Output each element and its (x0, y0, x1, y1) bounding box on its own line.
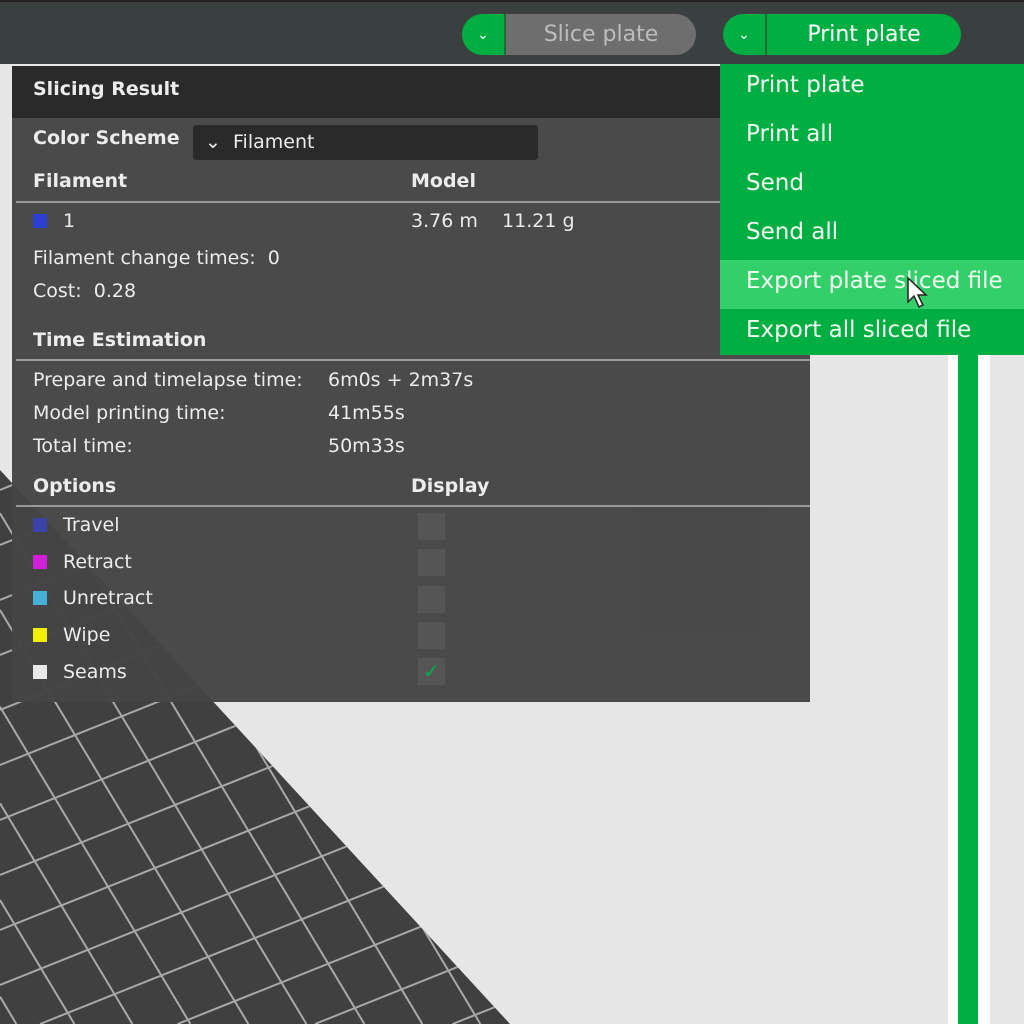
option-label: Unretract (63, 587, 153, 609)
cost-value: 0.28 (93, 280, 137, 302)
menu-item-export-plate-sliced-file[interactable]: Export plate sliced file (720, 260, 1024, 309)
print-plate-label[interactable]: Print plate (767, 14, 961, 55)
color-scheme-select[interactable]: ⌄ Filament (193, 125, 538, 160)
divider (16, 201, 810, 203)
unretract-swatch (33, 591, 47, 605)
option-label: Retract (63, 551, 132, 573)
option-travel: Travel (33, 514, 119, 536)
filament-color-swatch (33, 214, 47, 228)
time-value: 50m33s (328, 435, 405, 457)
grid-line (590, 900, 900, 1024)
grid-line (728, 955, 901, 1024)
slicing-result-panel: Slicing Result Color Scheme ⌄ Filament F… (12, 66, 810, 702)
options-header: Options (33, 475, 117, 497)
travel-swatch (33, 518, 47, 532)
chevron-down-icon[interactable]: ⌄ (723, 14, 767, 55)
print-plate-button[interactable]: ⌄ Print plate (723, 14, 961, 55)
chevron-down-icon: ⌄ (205, 131, 233, 153)
divider (16, 359, 810, 361)
change-times-value: 0 (267, 247, 280, 269)
filament-length: 3.76 m (411, 210, 478, 232)
grid-line (314, 789, 510, 1024)
change-times-label: Filament change times: (33, 247, 256, 269)
option-wipe: Wipe (33, 624, 110, 646)
grid-line (802, 400, 1024, 770)
filament-usage: 3.76 m 11.21 g (411, 210, 575, 232)
time-label: Prepare and timelapse time: (33, 369, 303, 391)
slice-plate-button[interactable]: ⌄ Slice plate (462, 14, 696, 55)
grid-line (0, 706, 192, 1024)
wipe-swatch (33, 628, 47, 642)
grid-line (452, 844, 510, 1024)
change-times: Filament change times: 0 (33, 247, 280, 269)
color-scheme-label: Color Scheme (33, 127, 180, 149)
filament-header: Filament (33, 170, 128, 192)
display-header: Display (411, 475, 490, 497)
time-value: 41m55s (328, 402, 405, 424)
chevron-down-icon[interactable]: ⌄ (462, 14, 506, 55)
grid-line (865, 1010, 900, 1024)
divider (16, 505, 810, 507)
seams-checkbox[interactable]: ✓ (418, 658, 445, 685)
unretract-checkbox[interactable] (418, 586, 445, 613)
time-value: 6m0s + 2m37s (328, 369, 474, 391)
filament-weight: 11.21 g (502, 210, 575, 232)
option-unretract: Unretract (33, 587, 153, 609)
option-label: Seams (63, 661, 127, 683)
menu-item-print-plate[interactable]: Print plate (746, 72, 865, 98)
slice-plate-label[interactable]: Slice plate (506, 14, 696, 55)
grid-line (860, 400, 1024, 673)
wipe-checkbox[interactable] (418, 622, 445, 649)
color-scheme-value: Filament (233, 131, 315, 153)
print-dropdown-menu: Print plate Print all Send Send all Expo… (720, 64, 1024, 355)
filament-row: 1 (33, 210, 75, 232)
seams-swatch (33, 665, 47, 679)
time-label: Total time: (33, 435, 133, 457)
travel-checkbox[interactable] (418, 513, 445, 540)
model-header: Model (411, 170, 476, 192)
checkmark-icon: ✓ (423, 659, 440, 683)
option-label: Wipe (63, 624, 111, 646)
menu-item-print-all[interactable]: Print all (746, 121, 834, 147)
filament-id: 1 (63, 210, 76, 232)
grid-line (0, 802, 134, 1024)
grid-line (177, 734, 510, 1024)
cost: Cost: 0.28 (33, 280, 136, 302)
menu-item-send-all[interactable]: Send all (746, 219, 839, 245)
grid-line (0, 899, 76, 1024)
cost-label: Cost: (33, 280, 82, 302)
option-seams: Seams (33, 661, 127, 683)
retract-checkbox[interactable] (418, 549, 445, 576)
grid-line (0, 996, 18, 1024)
option-retract: Retract (33, 551, 132, 573)
panel-title: Slicing Result (12, 66, 810, 118)
option-label: Travel (63, 514, 120, 536)
menu-item-export-all-sliced-file[interactable]: Export all sliced file (746, 317, 972, 343)
retract-swatch (33, 555, 47, 569)
time-label: Model printing time: (33, 402, 226, 424)
layer-slider[interactable] (958, 355, 978, 1024)
mouse-cursor-icon (907, 276, 928, 309)
top-toolbar: ⌄ Slice plate ⌄ Print plate (0, 0, 1024, 64)
time-estimation-title: Time Estimation (33, 329, 207, 351)
menu-item-send[interactable]: Send (746, 170, 804, 196)
